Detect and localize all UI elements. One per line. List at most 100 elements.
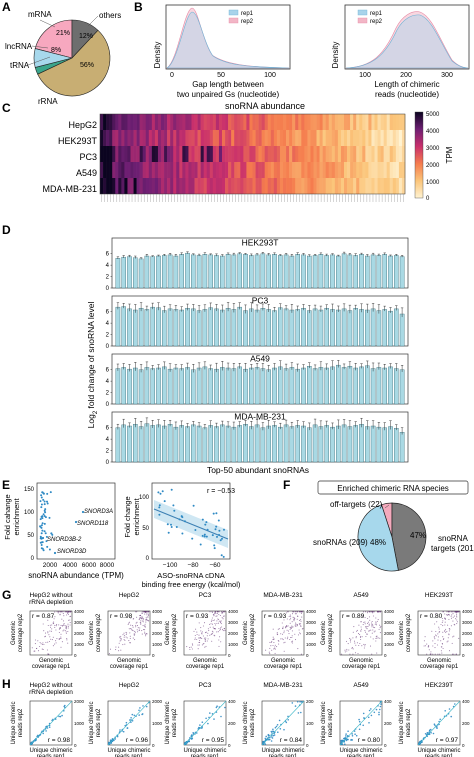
scatter-point <box>69 611 71 613</box>
heatmap-cell <box>344 114 348 130</box>
heatmap-cell <box>313 130 317 146</box>
heatmap-cell <box>270 178 275 194</box>
scatter-xlabel-1: Genomic <box>349 658 373 664</box>
heatmap-cell <box>100 114 104 130</box>
scatter-point <box>194 638 196 640</box>
bar-ytick: 4 <box>106 321 110 327</box>
scatter-point <box>375 621 377 623</box>
scatter-point <box>299 623 301 625</box>
scatter-point <box>347 730 349 732</box>
bar-ytick: 2 <box>106 391 110 397</box>
scatter-point <box>55 625 57 627</box>
scatter-point <box>124 634 126 636</box>
scatter-point <box>448 630 450 632</box>
scatter-point <box>52 645 54 647</box>
heatmap-cell <box>286 146 290 162</box>
scatter-point <box>346 648 348 650</box>
density-xlabel-right-2: reads (nucleotide) <box>375 90 439 99</box>
scatter-point <box>297 611 299 613</box>
scatter-ylabel-1: Unique chimeric <box>321 701 327 744</box>
e-left-ytick-100: 100 <box>24 510 35 516</box>
heatmap-cell <box>154 130 159 146</box>
scatter-frame <box>417 610 461 656</box>
scatter-point <box>42 732 44 735</box>
scatter-point <box>453 615 455 617</box>
bar <box>312 308 318 347</box>
bar-subpanel-title: A549 <box>250 354 270 364</box>
scatter-point <box>63 615 65 617</box>
e-left-point <box>49 491 52 494</box>
heatmap-cell <box>203 146 208 162</box>
heatmap-cell <box>130 178 134 194</box>
scatter-tick: 3000 <box>384 620 395 625</box>
pie-label-trna: tRNA <box>10 61 30 70</box>
heatmap-cell <box>261 146 265 162</box>
heatmap-cell <box>304 130 308 146</box>
e-right-xtick-100: −100 <box>163 562 178 569</box>
scatter-point <box>120 639 122 641</box>
scatter-point <box>145 618 148 620</box>
scatter-r-value: r = 0.96 <box>126 737 149 744</box>
e-left-ylabel-1: Fold cahange <box>3 494 12 539</box>
heatmap-cell <box>203 114 208 130</box>
scatter-point <box>278 628 280 630</box>
scatter-point <box>69 624 71 626</box>
scatter-point <box>118 646 120 648</box>
bar-ytick: 6 <box>106 310 110 316</box>
bar-subpanel-frame <box>111 411 409 463</box>
heatmap-cell <box>356 114 360 130</box>
heatmap-cell <box>182 114 186 130</box>
bar <box>121 367 126 405</box>
scatter-point <box>438 723 440 726</box>
scatter-point <box>188 740 190 743</box>
scatter-point <box>51 719 53 722</box>
bar <box>162 310 167 347</box>
scatter-tick: 100 <box>306 721 314 726</box>
scatter-tick: 0 <box>462 653 465 658</box>
scatter-xlabel-1: Unique chimeric <box>107 748 150 754</box>
scatter-point <box>55 642 57 644</box>
scatter-point <box>132 618 134 620</box>
bar <box>231 426 237 463</box>
e-right-point <box>205 535 208 538</box>
scatter-point <box>360 626 362 628</box>
scatter-point <box>66 625 68 627</box>
scatter-point <box>291 621 293 623</box>
heatmap-cell <box>136 130 140 146</box>
heatmap-cell <box>133 162 137 178</box>
scatter-point <box>428 645 430 647</box>
scatter-point <box>146 614 148 616</box>
scatter-point <box>300 653 302 655</box>
heatmap-cell <box>173 146 177 162</box>
heatmap-cell <box>142 146 147 162</box>
scatter-point <box>291 625 293 627</box>
scatter-frame <box>29 610 73 656</box>
scatter-tick: 0 <box>152 653 155 658</box>
scatter-point <box>31 647 33 649</box>
heatmap-cell <box>337 114 342 130</box>
scatter-point <box>367 611 369 613</box>
heatmap-cell <box>167 130 171 146</box>
bar <box>138 258 144 289</box>
scatter-point <box>58 631 60 634</box>
heatmap-row-label-hepg2: HepG2 <box>68 120 97 130</box>
heatmap-cell <box>173 162 177 178</box>
scatter-ylabel-1: Genomic <box>11 621 17 645</box>
heatmap-cell <box>206 162 211 178</box>
bar <box>388 426 393 463</box>
bar <box>173 255 179 289</box>
heatmap-cell <box>279 146 284 162</box>
bar <box>138 369 144 405</box>
scatter-point <box>215 706 218 709</box>
scatter-point <box>133 634 135 636</box>
scatter-point <box>64 625 66 627</box>
scatter-point <box>433 723 436 725</box>
scatter-point <box>262 740 265 743</box>
scatter-point <box>430 651 432 653</box>
heatmap-cell <box>301 162 305 178</box>
scatter-point <box>293 611 295 613</box>
scatter-point <box>458 637 460 639</box>
scatter-point <box>145 617 147 619</box>
heatmap-cell <box>374 162 378 178</box>
